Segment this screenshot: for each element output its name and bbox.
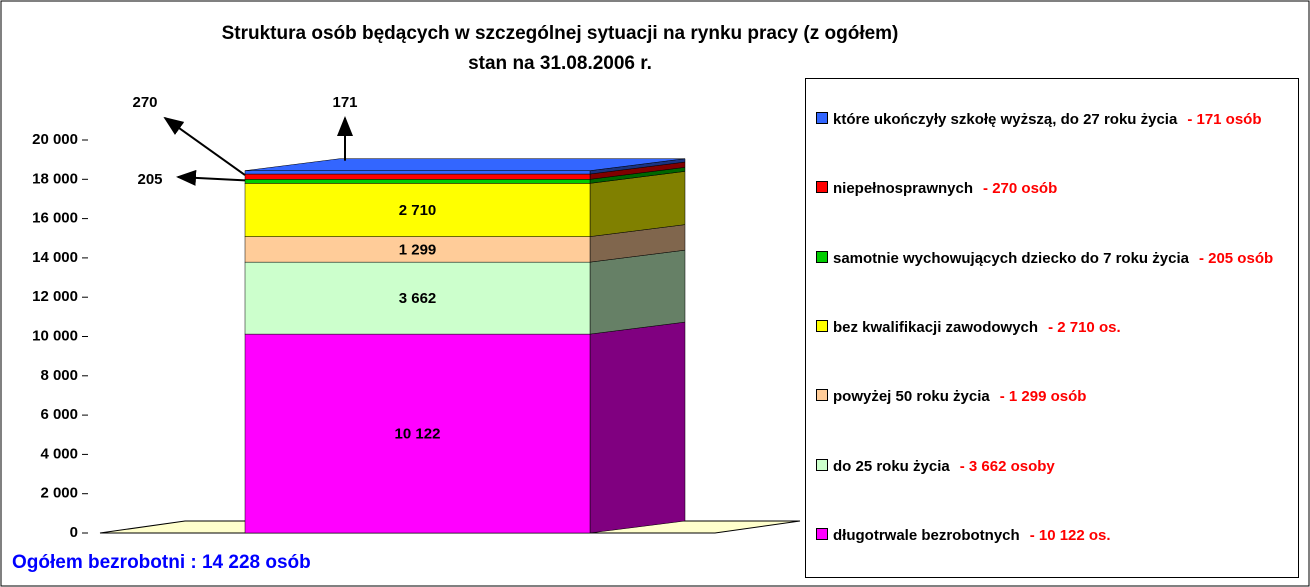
- bar-segment: [244, 170, 591, 175]
- bar-side: [589, 321, 686, 534]
- legend-swatch: [816, 319, 828, 332]
- callout-label: 205: [137, 171, 162, 188]
- data-label: 2 710: [399, 202, 437, 219]
- data-label: 10 122: [395, 426, 441, 443]
- y-tick-label: 10 000: [32, 327, 78, 344]
- legend-swatch: [816, 528, 828, 541]
- y-tick-label: 0: [70, 524, 78, 541]
- y-tick-label: 4 000: [40, 445, 78, 462]
- legend-swatch: [816, 181, 828, 194]
- bar-segment: [244, 261, 591, 335]
- legend-note: - 270 osób: [983, 180, 1058, 198]
- legend-entry: do 25 roku życia - 3 662 osoby: [816, 456, 1288, 478]
- callout-arrow: [163, 116, 246, 176]
- chart-title: Struktura osób będących w szczególnej sy…: [222, 23, 899, 44]
- callout-label: 270: [132, 94, 157, 111]
- legend-note: - 3 662 osoby: [959, 457, 1055, 475]
- y-tick-label: 2 000: [40, 485, 78, 502]
- legend-label: powyżej 50 roku życia: [833, 388, 990, 406]
- legend-note: - 10 122 os.: [1029, 527, 1111, 545]
- y-tick-label: 8 000: [40, 367, 78, 384]
- bar-segment: [244, 173, 591, 180]
- legend-entry: powyżej 50 roku życia - 1 299 osób: [816, 386, 1288, 408]
- legend-swatch: [816, 389, 828, 402]
- y-tick-label: 6 000: [40, 406, 78, 423]
- y-tick-label: 18 000: [32, 170, 78, 187]
- legend-entry: samotnie wychowujących dziecko do 7 roku…: [816, 248, 1288, 270]
- legend: które ukończyły szkołę wyższą, do 27 rok…: [805, 78, 1299, 578]
- legend-entry: które ukończyły szkołę wyższą, do 27 rok…: [816, 109, 1288, 131]
- legend-label: samotnie wychowujących dziecko do 7 roku…: [833, 249, 1189, 267]
- legend-label: które ukończyły szkołę wyższą, do 27 rok…: [833, 110, 1178, 128]
- data-label: 3 662: [399, 290, 437, 307]
- y-tick-label: 20 000: [32, 131, 78, 148]
- y-tick-label: 16 000: [32, 210, 78, 227]
- bar-segment: [244, 179, 591, 184]
- bar-segment: [244, 183, 591, 237]
- y-tick-label: 14 000: [32, 249, 78, 266]
- legend-note: - 1 299 osób: [999, 388, 1087, 406]
- chart-subtitle: stan na 31.08.2006 r.: [468, 53, 652, 74]
- bar-side: [589, 249, 686, 335]
- legend-label: długotrwale bezrobotnych: [833, 527, 1020, 545]
- legend-note: - 171 osób: [1187, 110, 1262, 128]
- legend-label: bez kwalifikacji zawodowych: [833, 318, 1039, 336]
- annotation: Ogółem bezrobotni : 14 228 osób: [12, 552, 311, 573]
- legend-note: - 2 710 os.: [1048, 318, 1121, 336]
- bar-top: [244, 158, 686, 171]
- data-label: 1 299: [399, 241, 437, 258]
- callout-arrow: [176, 169, 246, 186]
- legend-swatch: [816, 250, 828, 263]
- legend-label: niepełnosprawnych: [833, 180, 974, 198]
- bar-segment: [244, 236, 591, 263]
- callout-label: 171: [332, 94, 357, 111]
- legend-entry: niepełnosprawnych - 270 osób: [816, 178, 1288, 200]
- legend-swatch: [816, 458, 828, 471]
- y-tick-label: 12 000: [32, 288, 78, 305]
- bar-segment: [244, 333, 591, 534]
- legend-entry: długotrwale bezrobotnych - 10 122 os.: [816, 525, 1288, 547]
- legend-swatch: [816, 111, 828, 124]
- legend-label: do 25 roku życia: [833, 457, 950, 475]
- legend-note: - 205 osób: [1198, 249, 1274, 267]
- legend-entry: bez kwalifikacji zawodowych - 2 710 os.: [816, 317, 1288, 339]
